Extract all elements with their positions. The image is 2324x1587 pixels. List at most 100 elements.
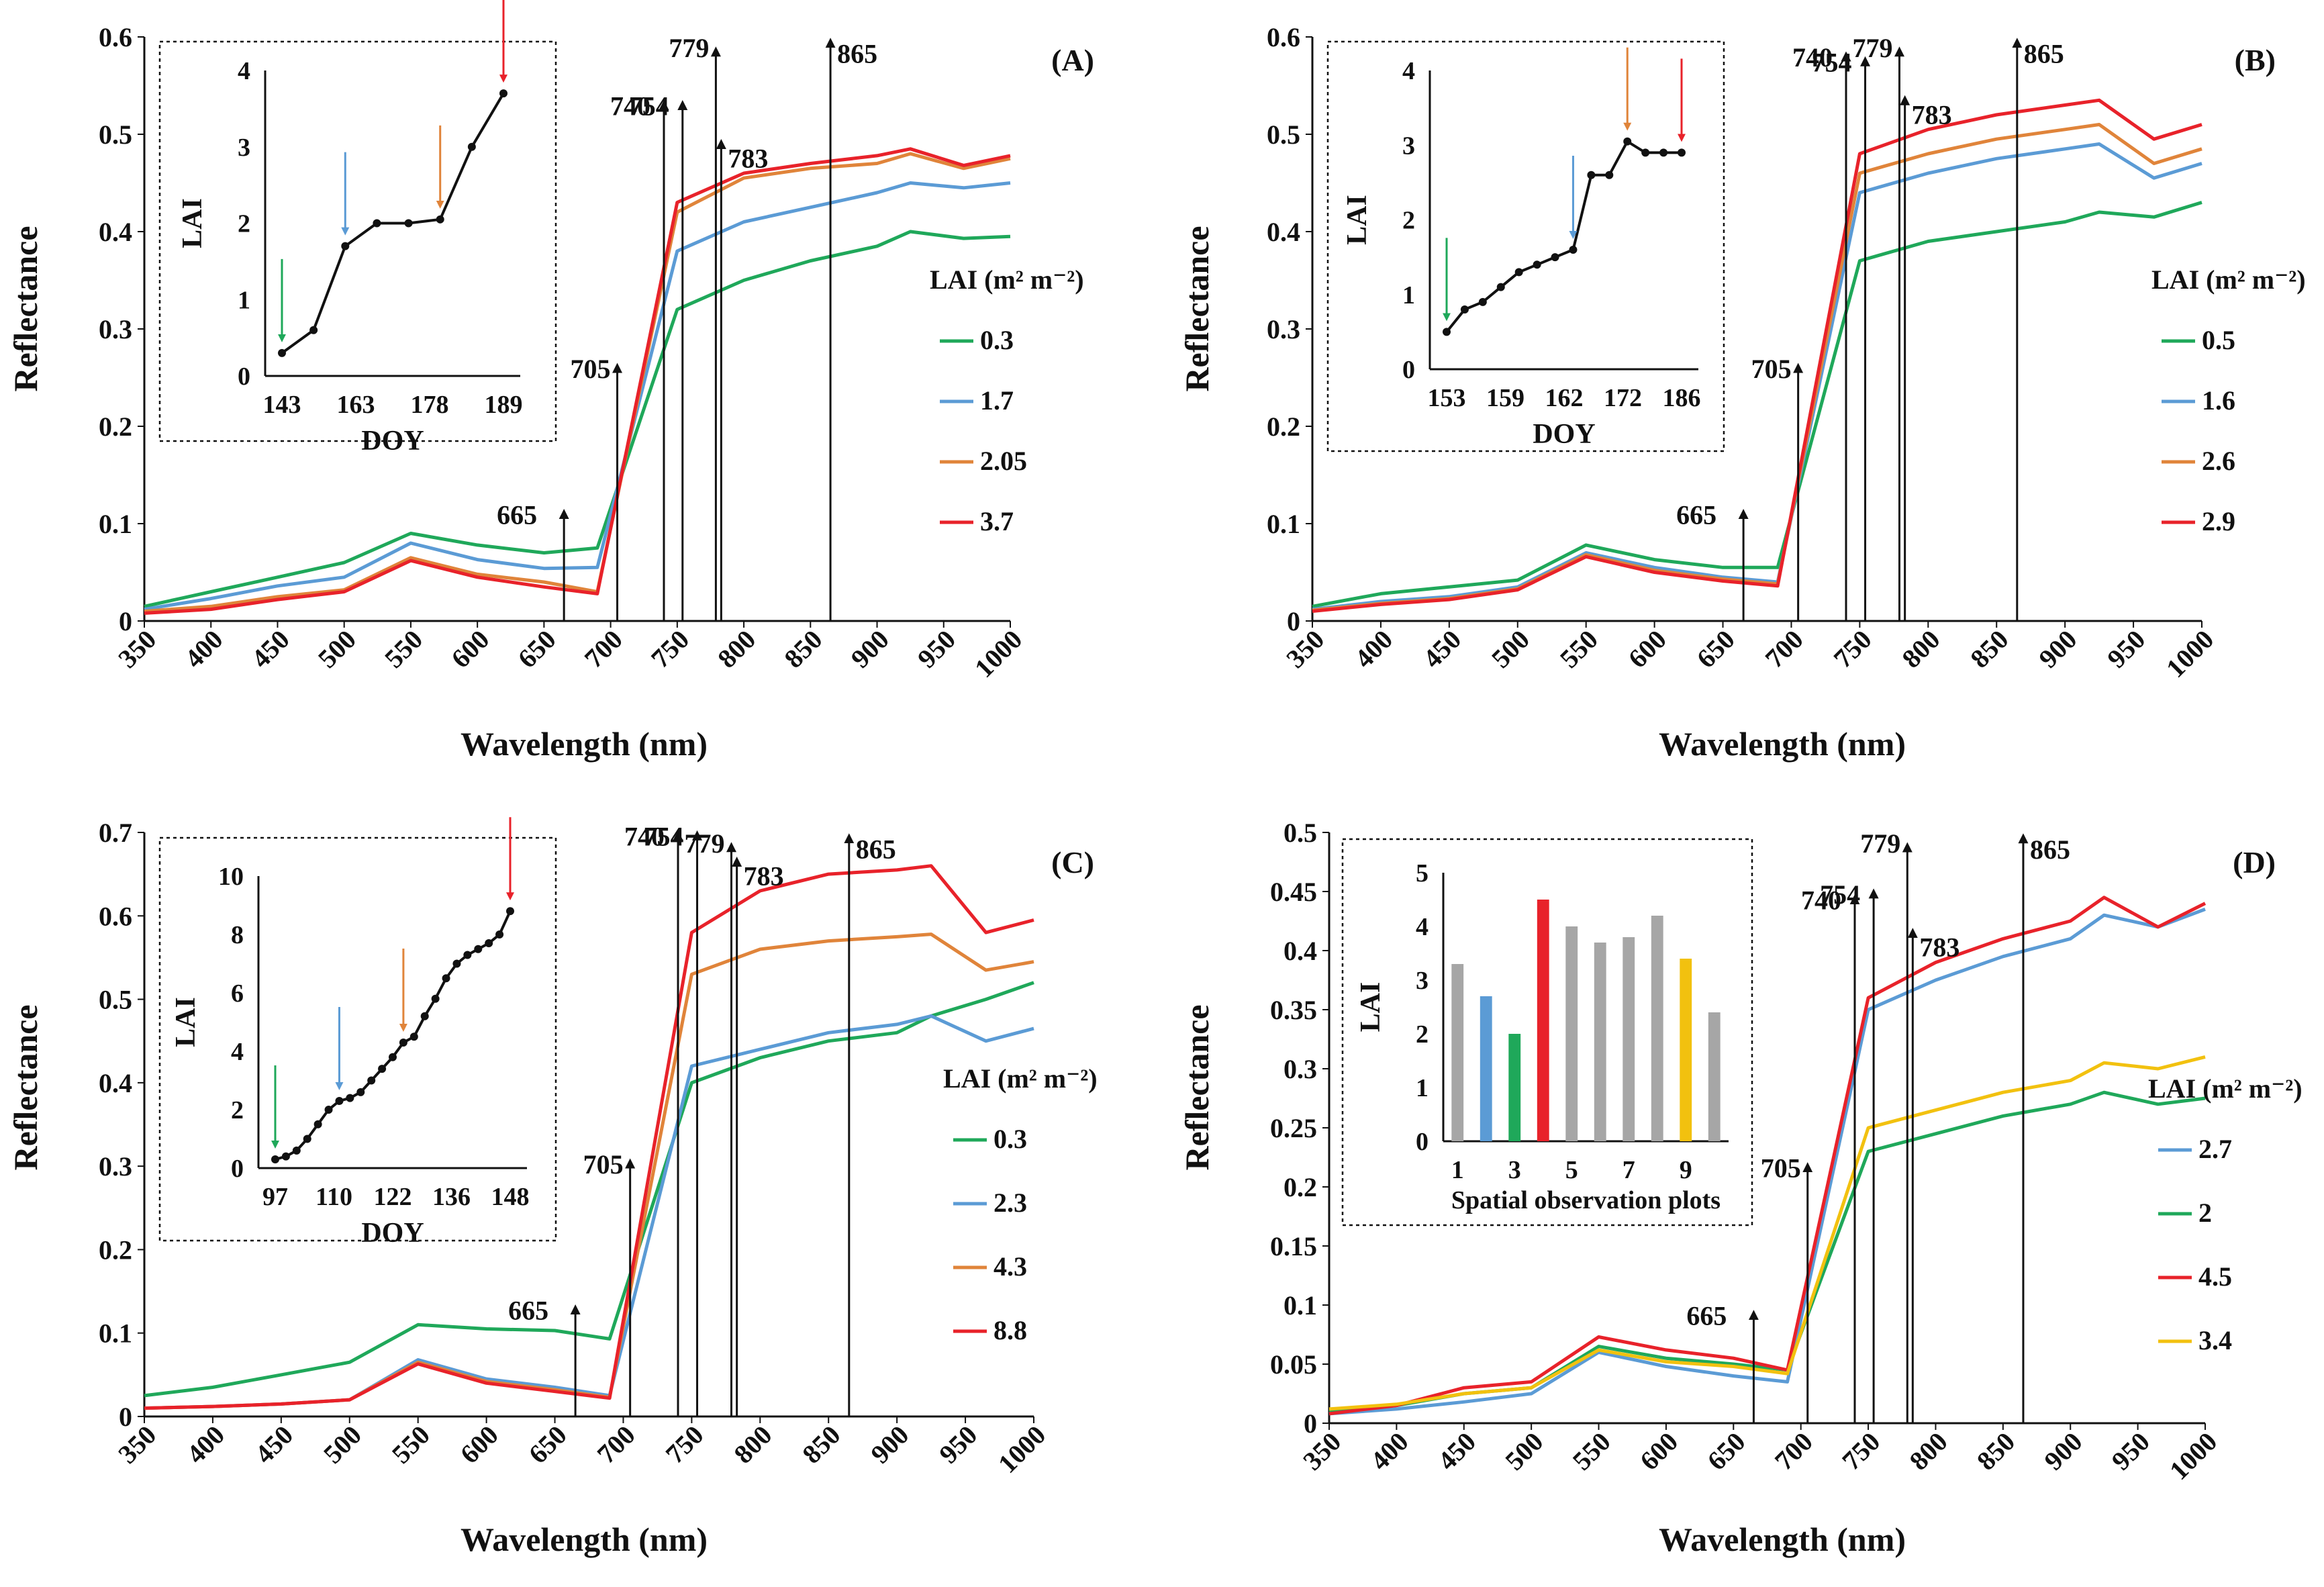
x-tick-label: 600 [454,1420,504,1470]
legend-label: 2 [2198,1198,2212,1228]
series-line-2.9 [1312,98,2202,613]
x-tick-label: 400 [179,624,228,674]
y-tick-label: 0.7 [99,818,132,848]
x-tick-label: 650 [1701,1427,1751,1476]
wavelength-label-865: 865 [856,834,896,865]
wavelength-label-779: 779 [1853,33,1893,63]
y-tick-label: 0.6 [99,22,132,52]
inset-y-tick-label: 0 [231,1155,244,1183]
x-tick-label: 850 [796,1420,846,1470]
inset-x-tick-label: 143 [263,391,301,419]
inset-lai-point [1551,253,1559,262]
inset-x-tick-label: 5 [1565,1156,1578,1184]
y-tick-label: 0.5 [1267,119,1300,150]
x-tick-label: 700 [591,1420,641,1470]
inset-lai-point [1533,260,1541,269]
inset-x-tick-label: 186 [1663,384,1701,412]
inset-lai-point [463,951,472,959]
inset-lai-point [346,1094,354,1102]
inset-lai-point [499,89,507,98]
y-axis-title: Reflectance [1178,226,1216,391]
x-tick-label: 650 [1691,624,1741,674]
y-tick-label: 0.1 [99,509,132,539]
y-tick-label: 0.3 [99,1151,132,1182]
inset-y-tick-label: 3 [1402,132,1415,160]
inset-y-tick-label: 1 [1402,281,1415,309]
x-tick-label: 550 [386,1420,436,1470]
x-tick-label: 800 [1896,624,1945,674]
wavelength-label-740: 740 [610,91,650,122]
inset-lai-point [1623,137,1632,146]
wavelength-label-665: 665 [508,1296,548,1326]
y-tick-label: 0.2 [1267,412,1300,442]
inset-lai-point [389,1053,397,1061]
inset-x-tick-label: 189 [485,391,523,419]
wavelength-label-705: 705 [583,1149,624,1180]
inset-y-axis-title: LAI [171,997,201,1047]
x-axis-title: Wavelength (nm) [461,1521,708,1558]
wavelength-label-779: 779 [1860,828,1900,859]
legend-label: 3.7 [980,506,1014,536]
inset-lai-point [495,930,504,939]
inset-lai-point [373,219,381,228]
inset-y-tick-label: 2 [238,210,250,238]
x-tick-label: 550 [1567,1427,1616,1476]
inset-y-tick-label: 4 [238,57,250,85]
wavelength-label-783: 783 [1919,932,1959,963]
y-tick-label: 0.35 [1270,995,1317,1025]
wavelength-label-754: 754 [1820,879,1860,910]
x-tick-label: 900 [865,1420,914,1470]
y-tick-label: 0.4 [1267,217,1300,247]
inset-bar-plot-9 [1680,959,1692,1141]
legend-title: LAI (m² m⁻²) [943,1063,1098,1094]
inset-lai-point [506,907,514,916]
inset-y-tick-label: 10 [218,863,244,891]
inset-x-tick-label: 159 [1486,384,1524,412]
inset-lai-point [452,959,461,968]
inset-x-tick-label: 163 [337,391,375,419]
x-tick-label: 550 [379,624,428,674]
wavelength-label-754: 754 [1812,47,1852,77]
inset-y-axis-title: LAI [1342,195,1373,245]
wavelength-label-665: 665 [1676,500,1716,530]
inset-bar-plot-6 [1594,943,1606,1141]
panel-label: (B) [2235,43,2276,77]
inset-lai-point [335,1096,344,1105]
y-tick-label: 0.05 [1270,1349,1317,1380]
legend-label: 2.7 [2198,1134,2232,1164]
x-tick-label: 900 [845,624,895,674]
legend-label: 0.5 [2202,325,2235,355]
inset-x-tick-label: 153 [1428,384,1466,412]
x-tick-label: 550 [1554,624,1604,674]
y-tick-label: 0.45 [1270,877,1317,907]
inset-x-tick-label: 178 [411,391,449,419]
legend-label: 4.5 [2198,1261,2232,1292]
series-line-2.7 [1328,908,2206,1416]
y-tick-label: 0.6 [99,901,132,931]
y-axis-title: Reflectance [1178,1004,1216,1170]
x-axis-title: Wavelength (nm) [1659,725,1906,763]
inset-y-tick-label: 4 [231,1038,244,1066]
inset-x-tick-label: 9 [1680,1156,1692,1184]
inset-y-tick-label: 2 [231,1096,244,1124]
y-tick-label: 0 [1304,1408,1317,1439]
series-line-3.4 [1328,1055,2206,1411]
x-tick-label: 450 [1417,624,1467,674]
inset-bar-plot-10 [1708,1012,1721,1141]
x-tick-label: 700 [1769,1427,1819,1476]
inset-x-tick-label: 162 [1545,384,1584,412]
x-tick-label: 850 [1964,624,2014,674]
inset-lai-point [1678,148,1686,157]
wavelength-label-740: 740 [624,821,665,851]
x-tick-label: 600 [1623,624,1672,674]
y-tick-label: 0.4 [99,1068,132,1098]
legend-title: LAI (m² m⁻²) [930,264,1084,295]
wavelength-label-740: 740 [1801,885,1841,916]
inset-lai-point [324,1106,333,1114]
panel-label: (C) [1051,845,1094,879]
x-tick-label: 950 [912,624,961,674]
x-tick-label: 400 [181,1420,230,1470]
x-tick-label: 950 [933,1420,983,1470]
